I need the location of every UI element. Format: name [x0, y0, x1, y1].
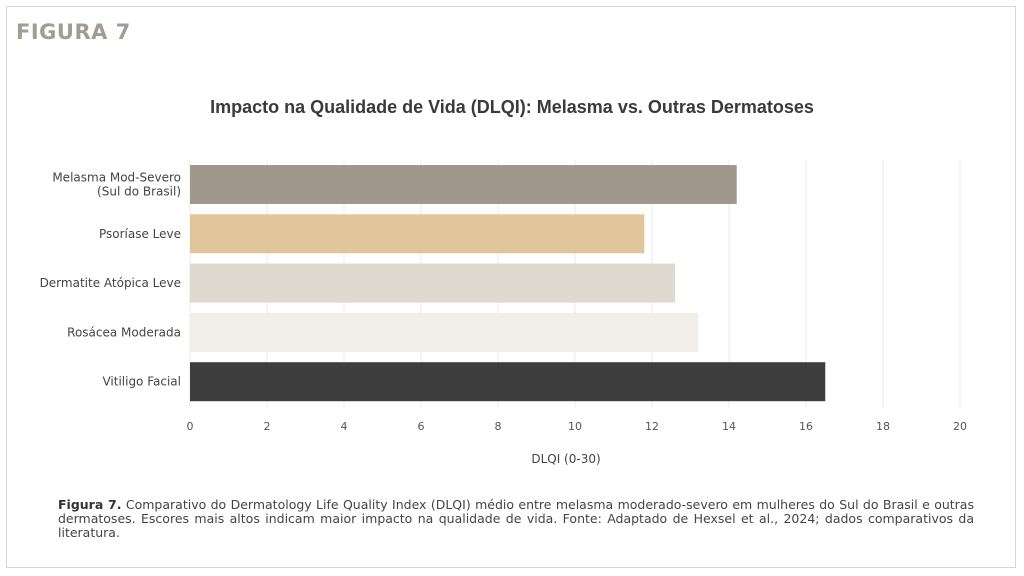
x-tick-label-0: 0	[187, 420, 194, 433]
chart-title: Impacto na Qualidade de Vida (DLQI): Mel…	[210, 97, 814, 117]
category-label-line: Vitiligo Facial	[102, 375, 181, 389]
category-label-2: Dermatite Atópica Leve	[40, 276, 181, 290]
x-tick-label-4: 4	[341, 420, 348, 433]
category-label-line: Melasma Mod-Severo	[52, 171, 181, 185]
category-label-line: Dermatite Atópica Leve	[40, 276, 181, 290]
bar-0	[190, 165, 737, 204]
figure-caption: Figura 7. Comparativo do Dermatology Lif…	[58, 498, 974, 540]
caption-prefix: Figura 7.	[58, 497, 122, 512]
x-axis-title: DLQI (0-30)	[531, 452, 600, 466]
x-tick-label-12: 12	[645, 420, 659, 433]
category-label-line: (Sul do Brasil)	[97, 185, 181, 199]
bar-4	[190, 362, 826, 402]
category-labels: Melasma Mod-Severo (Sul do Brasil) Psorías…	[40, 171, 181, 389]
category-label-line: Rosácea Moderada	[67, 325, 181, 339]
bar-3	[190, 312, 699, 352]
category-label-4: Vitiligo Facial	[102, 375, 181, 389]
bar-1	[190, 214, 645, 254]
x-tick-label-10: 10	[568, 420, 582, 433]
category-label-1: Psoríase Leve	[99, 227, 181, 241]
x-tick-label-2: 2	[264, 420, 271, 433]
bars	[190, 165, 826, 402]
x-tick-label-6: 6	[418, 420, 425, 433]
x-tick-label-8: 8	[495, 420, 502, 433]
x-tick-label-18: 18	[876, 420, 890, 433]
category-label-3: Rosácea Moderada	[67, 325, 181, 339]
x-tick-labels: 0 2 4 6 8 10 12 14 16 18 20	[187, 420, 968, 433]
x-tick-label-16: 16	[799, 420, 813, 433]
caption-text: Comparativo do Dermatology Life Quality …	[58, 497, 974, 540]
x-tick-label-20: 20	[953, 420, 967, 433]
category-label-0: Melasma Mod-Severo (Sul do Brasil)	[52, 171, 181, 199]
bar-2	[190, 263, 676, 303]
figure-label: FIGURA 7	[16, 20, 131, 44]
x-tick-label-14: 14	[722, 420, 736, 433]
category-label-line: Psoríase Leve	[99, 227, 181, 241]
